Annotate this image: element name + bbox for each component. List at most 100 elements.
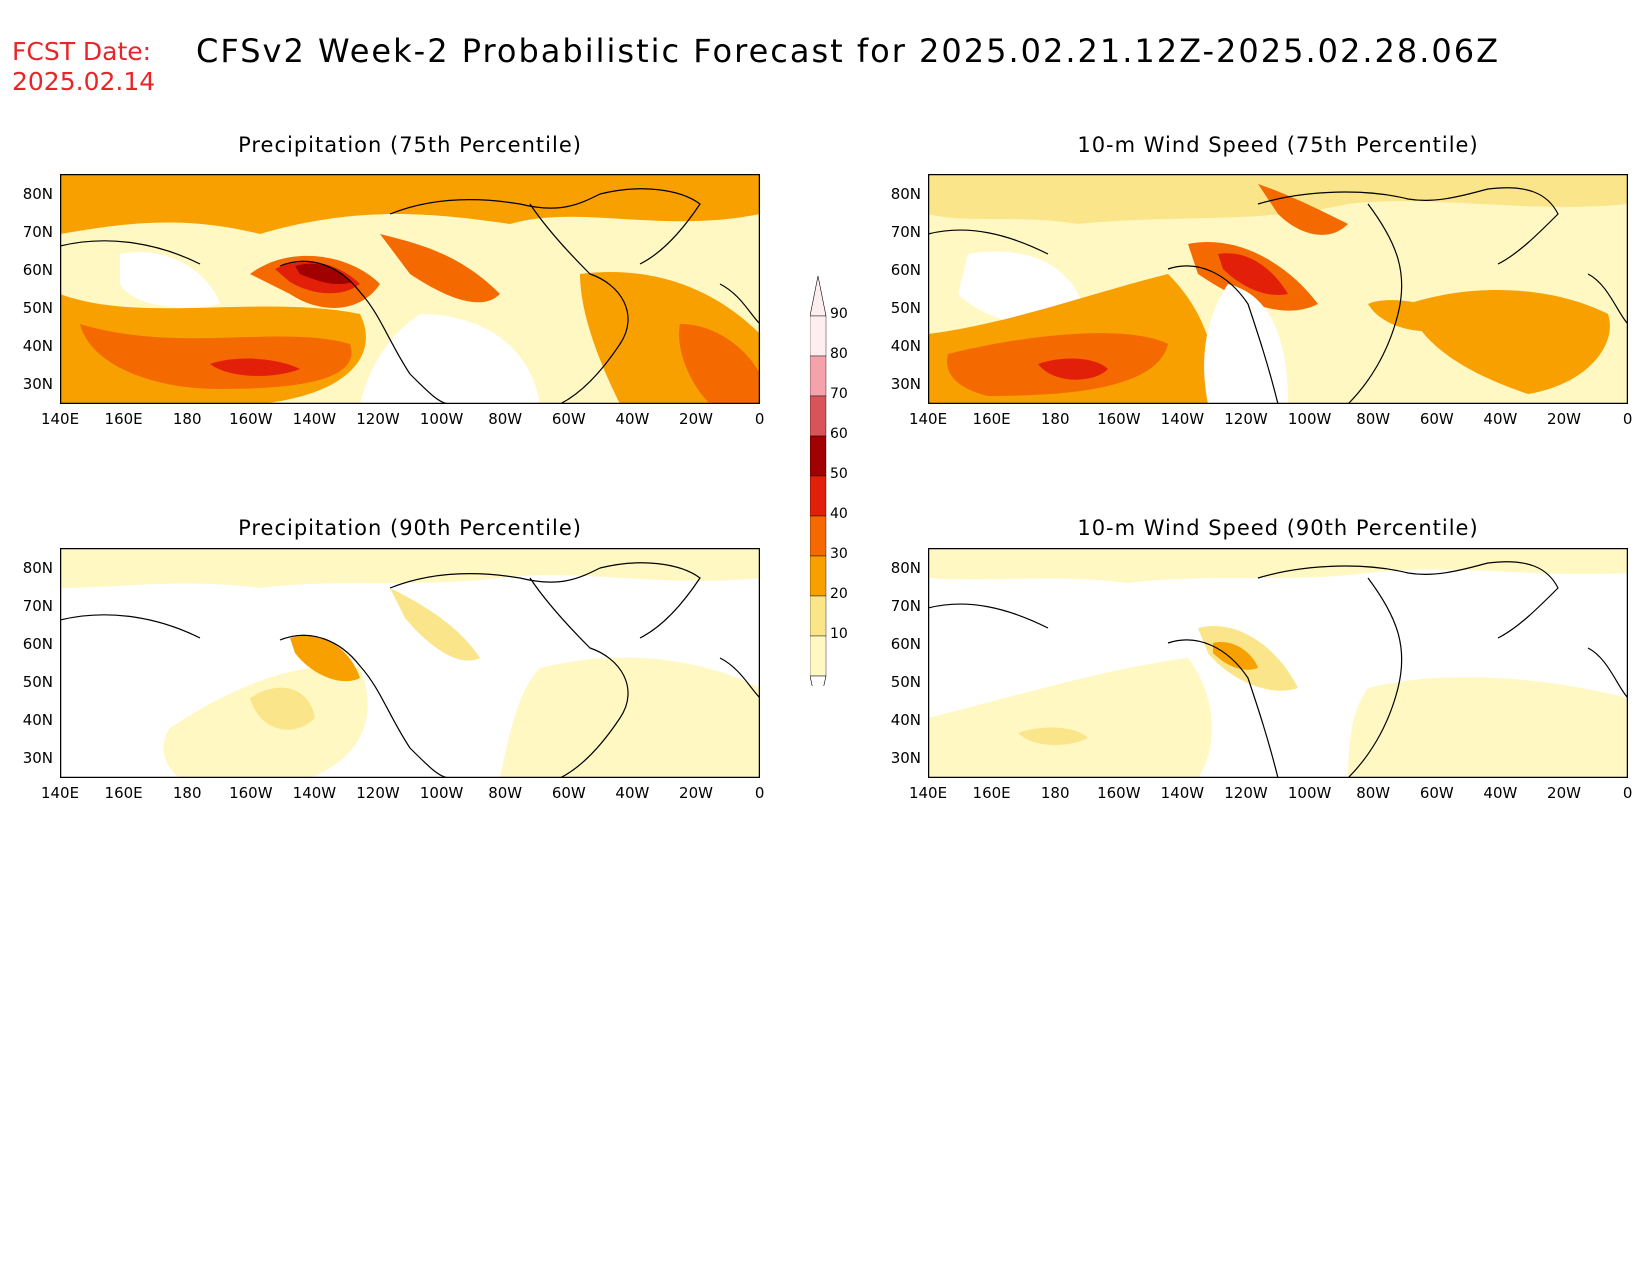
lon-label: 180 — [172, 784, 202, 802]
colorbar-swatch — [810, 395, 827, 437]
lon-label: 60W — [1419, 410, 1454, 428]
lon-label: 20W — [679, 410, 713, 428]
lat-label: 80N — [890, 559, 921, 577]
colorbar-label: 60 — [830, 426, 848, 442]
lon-label: 160W — [229, 410, 273, 428]
lon-label: 120W — [356, 784, 400, 802]
forecast-date-value: 2025.02.14 — [12, 67, 156, 96]
lat-label: 60N — [890, 261, 921, 279]
panel-title-wind-90: 10-m Wind Speed (90th Percentile) — [1077, 516, 1479, 540]
panel-title-wind-75: 10-m Wind Speed (75th Percentile) — [1077, 133, 1479, 157]
lon-label: 180 — [1040, 784, 1070, 802]
map-wind-75 — [928, 174, 1628, 404]
lon-label: 40W — [1483, 410, 1518, 428]
lat-label: 70N — [22, 597, 53, 615]
colorbar-swatch — [810, 515, 827, 557]
lon-label: 40W — [615, 410, 650, 428]
colorbar-label: 30 — [830, 546, 848, 562]
lat-label: 80N — [22, 185, 53, 203]
lat-label: 40N — [22, 337, 53, 355]
lon-label: 160E — [972, 410, 1011, 428]
lon-label: 0 — [754, 784, 765, 802]
lon-label: 180 — [1040, 410, 1070, 428]
lat-label: 70N — [22, 223, 53, 241]
lon-label: 160W — [1097, 784, 1141, 802]
colorbar-arrow-bottom — [810, 675, 827, 686]
colorbar-swatch — [810, 555, 827, 597]
lat-label: 50N — [22, 673, 53, 691]
lon-label: 140E — [40, 410, 80, 428]
lat-label: 40N — [890, 711, 921, 729]
lon-label: 120W — [1224, 784, 1268, 802]
colorbar-label: 90 — [830, 306, 848, 322]
lon-label: 140W — [292, 410, 337, 428]
lon-label: 80W — [1356, 784, 1391, 802]
lon-label: 0 — [754, 410, 765, 428]
lat-label: 70N — [890, 223, 921, 241]
lat-label: 50N — [890, 299, 921, 317]
lat-label: 80N — [890, 185, 921, 203]
lon-label: 80W — [488, 410, 523, 428]
lon-label: 80W — [488, 784, 523, 802]
lon-label: 20W — [679, 784, 713, 802]
colorbar-label: 80 — [830, 346, 848, 362]
colorbar-swatch — [810, 435, 827, 477]
lat-label: 60N — [22, 635, 53, 653]
lon-label: 140W — [292, 784, 337, 802]
lon-label: 120W — [1224, 410, 1268, 428]
colorbar-swatch — [810, 475, 827, 517]
lon-label: 40W — [615, 784, 650, 802]
colorbar-swatch — [810, 635, 827, 677]
colorbar-swatch — [810, 315, 827, 357]
panel-title-precip-90: Precipitation (90th Percentile) — [238, 516, 582, 540]
lat-label: 70N — [890, 597, 921, 615]
lat-label: 30N — [22, 749, 53, 767]
lon-label: 60W — [551, 784, 586, 802]
lat-label: 80N — [22, 559, 53, 577]
lat-label: 50N — [890, 673, 921, 691]
colorbar-arrow-top — [810, 276, 827, 317]
lat-label: 60N — [890, 635, 921, 653]
colorbar — [810, 276, 827, 686]
lon-label: 100W — [1287, 784, 1332, 802]
lon-label: 160W — [229, 784, 273, 802]
lat-label: 30N — [22, 375, 53, 393]
map-precip-90 — [60, 548, 760, 778]
lon-label: 0 — [1622, 410, 1633, 428]
lon-label: 120W — [356, 410, 400, 428]
lon-label: 0 — [1622, 784, 1633, 802]
lon-label: 100W — [1287, 410, 1332, 428]
lon-label: 140W — [1160, 784, 1205, 802]
lon-label: 100W — [419, 410, 464, 428]
lon-label: 160W — [1097, 410, 1141, 428]
lon-label: 20W — [1547, 784, 1581, 802]
panel-title-precip-75: Precipitation (75th Percentile) — [238, 133, 582, 157]
lon-label: 80W — [1356, 410, 1391, 428]
lat-label: 50N — [22, 299, 53, 317]
lon-label: 140E — [908, 410, 948, 428]
colorbar-swatch — [810, 355, 827, 397]
colorbar-label: 50 — [830, 466, 848, 482]
lat-label: 60N — [22, 261, 53, 279]
colorbar-label: 70 — [830, 386, 848, 402]
page-title: CFSv2 Week-2 Probabilistic Forecast for … — [196, 32, 1501, 70]
forecast-date-label: FCST Date: — [12, 37, 152, 66]
lat-label: 40N — [890, 337, 921, 355]
lon-label: 160E — [104, 784, 143, 802]
colorbar-label: 40 — [830, 506, 848, 522]
lon-label: 140E — [908, 784, 948, 802]
lon-label: 140W — [1160, 410, 1205, 428]
colorbar-label: 10 — [830, 626, 848, 642]
lon-label: 60W — [1419, 784, 1454, 802]
lat-label: 30N — [890, 375, 921, 393]
colorbar-swatch — [810, 595, 827, 637]
lon-label: 140E — [40, 784, 80, 802]
lon-label: 20W — [1547, 410, 1581, 428]
lon-label: 160E — [104, 410, 143, 428]
colorbar-label: 20 — [830, 586, 848, 602]
lon-label: 180 — [172, 410, 202, 428]
map-wind-90 — [928, 548, 1628, 778]
lon-label: 100W — [419, 784, 464, 802]
lat-label: 40N — [22, 711, 53, 729]
lon-label: 60W — [551, 410, 586, 428]
